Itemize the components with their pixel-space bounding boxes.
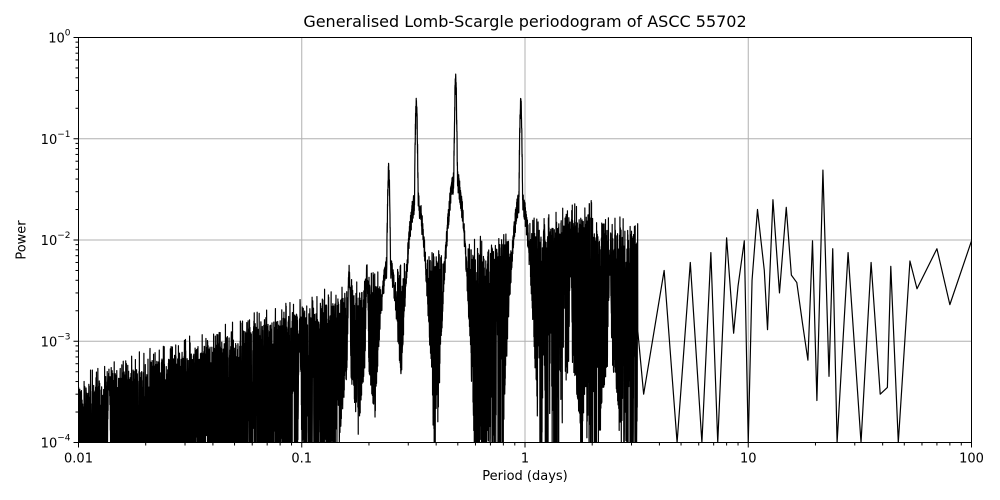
axis-ticks: [73, 37, 972, 448]
x-tick-label: 1: [521, 452, 529, 467]
x-tick-label: 0.1: [291, 452, 312, 467]
x-tick-labels: 0.01 0.1 1 10 100: [64, 452, 984, 467]
x-tick-label: 0.01: [64, 452, 93, 467]
y-tick-label: 10−4: [41, 434, 71, 452]
y-tick-label: 10−1: [41, 130, 71, 148]
x-tick-label: 10: [740, 452, 757, 467]
y-tick-label: 100: [48, 29, 71, 47]
y-tick-label: 10−2: [41, 231, 71, 249]
x-tick-label: 100: [959, 452, 984, 467]
chart-title: Generalised Lomb-Scargle periodogram of …: [303, 12, 747, 31]
periodogram-curve: [78, 73, 972, 443]
y-tick-labels: 10−4 10−3 10−2 10−1 100: [41, 29, 71, 452]
x-axis-label: Period (days): [482, 469, 568, 484]
y-tick-label: 10−3: [41, 332, 71, 350]
